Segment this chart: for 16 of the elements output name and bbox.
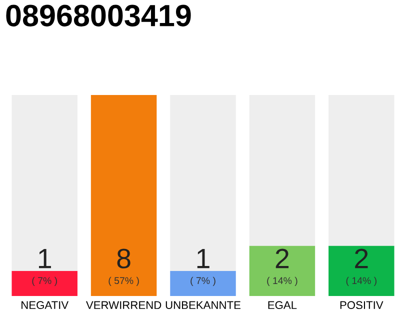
chart-title: 08968003419 bbox=[6, 4, 191, 26]
x-tick-label: NEGATIV bbox=[22, 301, 69, 310]
data-label: 1 bbox=[197, 249, 210, 268]
data-label: 1 bbox=[38, 249, 51, 268]
x-tick-label: UNBEKANNTE bbox=[166, 301, 240, 310]
annotation: ( 57% ) bbox=[108, 276, 139, 286]
annotation: ( 7% ) bbox=[32, 276, 57, 286]
data-label: 2 bbox=[276, 248, 289, 268]
x-tick-label: POSITIV bbox=[340, 301, 384, 310]
annotation: ( 14% ) bbox=[267, 276, 298, 286]
x-tick-label: EGAL bbox=[268, 301, 297, 310]
x-tick-label: VERWIRREND bbox=[86, 301, 162, 309]
data-label: 2 bbox=[355, 248, 368, 268]
annotation: ( 7% ) bbox=[190, 276, 216, 286]
annotation: ( 14% ) bbox=[346, 276, 376, 286]
data-label: 8 bbox=[117, 248, 130, 268]
